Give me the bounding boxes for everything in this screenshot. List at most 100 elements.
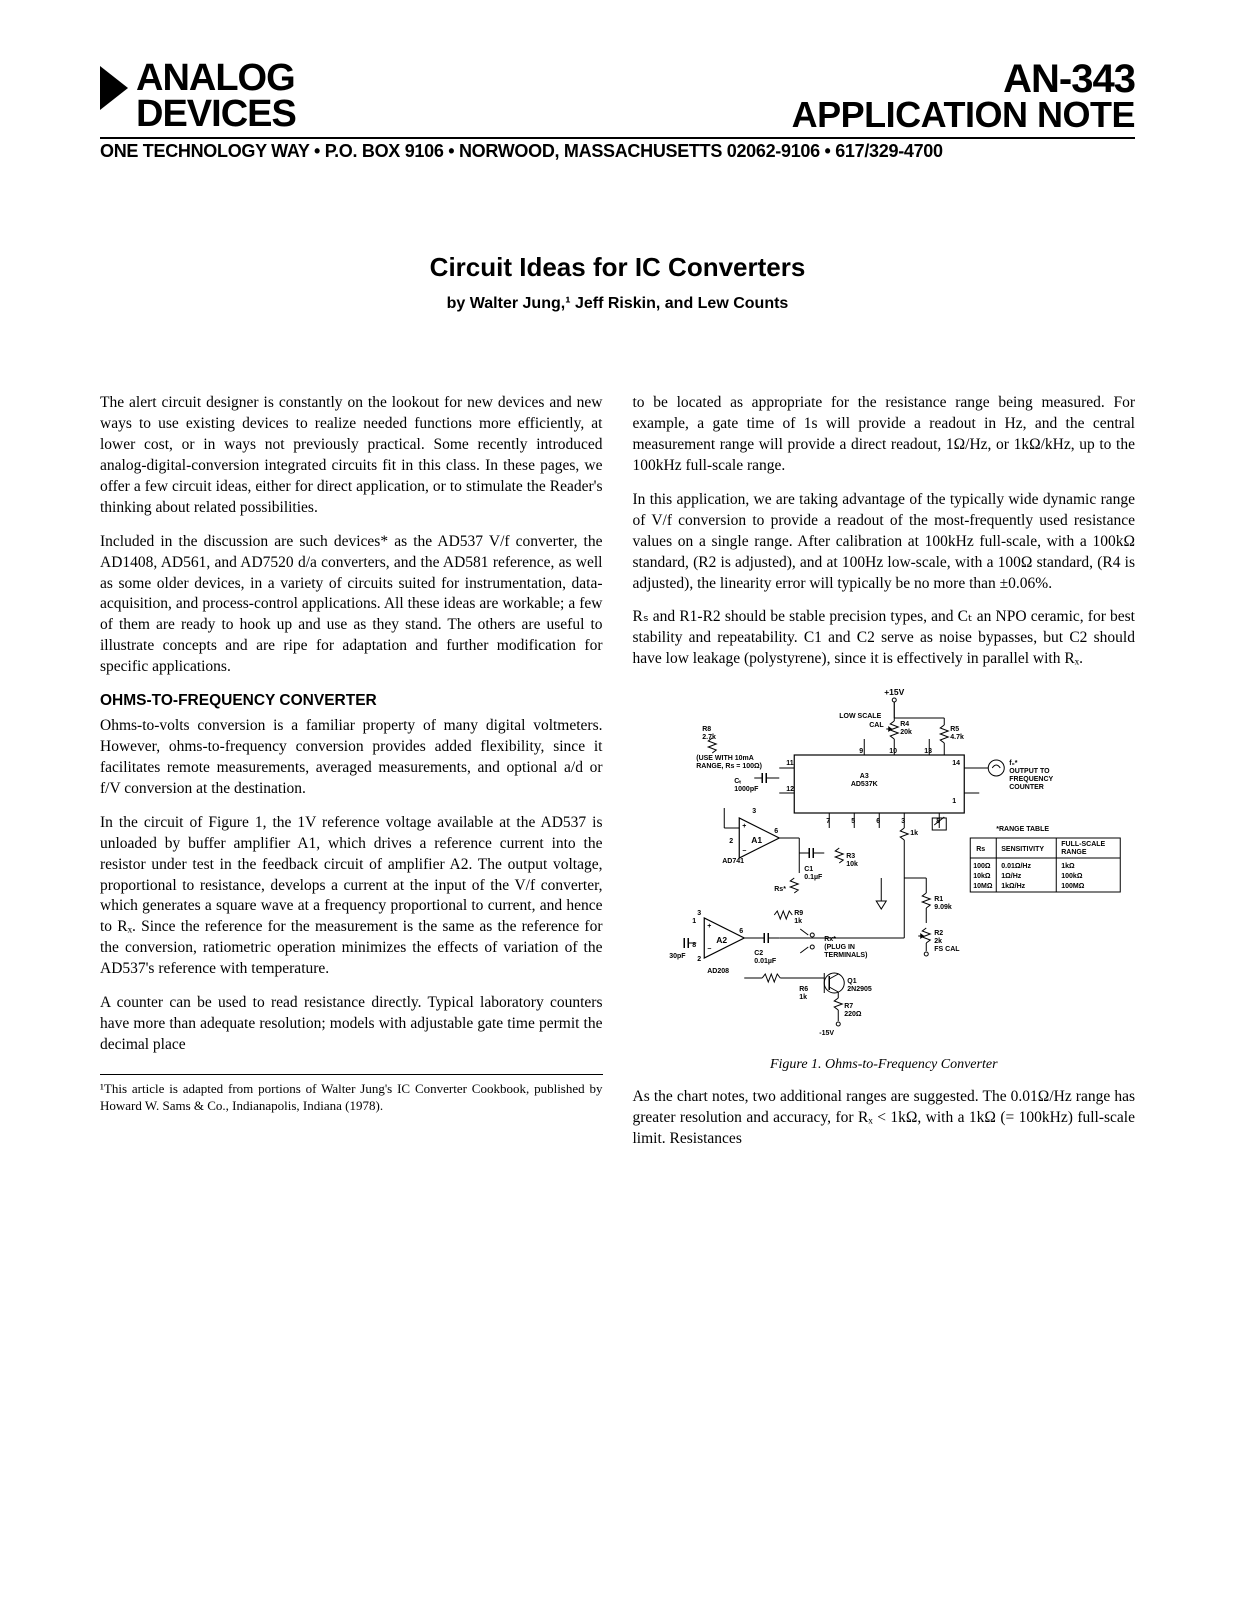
a2-pin3b: 3 <box>697 910 701 917</box>
pin-13: 13 <box>924 748 932 755</box>
a2-plus: + <box>707 923 711 930</box>
rt-r3-0: 10MΩ <box>973 883 993 890</box>
rt-r1-1: 0.01Ω/Hz <box>1001 863 1031 870</box>
byline: by Walter Jung,¹ Jeff Riskin, and Lew Co… <box>100 295 1135 313</box>
pulldown-resistor-icon <box>900 828 908 840</box>
label-r7: R7220Ω <box>844 1003 862 1018</box>
logo-triangle-icon <box>100 66 128 110</box>
footnote: ¹This article is adapted from portions o… <box>100 1074 603 1115</box>
label-supply-neg: -15V <box>819 1030 834 1037</box>
r3-resistor-icon <box>835 848 843 863</box>
header: ANALOG DEVICES AN-343 APPLICATION NOTE O… <box>100 60 1135 162</box>
r7-resistor-icon <box>834 998 842 1010</box>
para-intro-1: The alert circuit designer is constantly… <box>100 393 603 519</box>
label-a1: A1 <box>751 835 762 845</box>
pin-11: 11 <box>786 760 794 767</box>
header-top: ANALOG DEVICES AN-343 APPLICATION NOTE <box>100 60 1135 132</box>
rt-h-sens: SENSITIVITY <box>1001 846 1044 853</box>
doc-type: APPLICATION NOTE <box>792 98 1135 132</box>
para-intro-2: Included in the discussion are such devi… <box>100 532 603 678</box>
label-fs-cal: FS CAL <box>934 946 960 953</box>
rt-r1-2: 1kΩ <box>1061 863 1075 870</box>
label-c2: C20.01µF <box>754 950 777 965</box>
body-columns: The alert circuit designer is constantly… <box>100 393 1135 1163</box>
wiper-icon <box>888 726 892 732</box>
label-rx: Rx*(PLUG INTERMINALS) <box>824 936 867 959</box>
label-r5: R54.7k <box>950 726 964 741</box>
rs-resistor-icon <box>790 878 798 893</box>
label-a3: A3AD537K <box>850 773 877 788</box>
pin-3: 3 <box>901 818 905 825</box>
pin-14: 14 <box>952 760 960 767</box>
label-output: f₀*OUTPUT TOFREQUENCYCOUNTER <box>1009 760 1053 791</box>
a1-plus: + <box>742 823 746 830</box>
pin-12: 12 <box>786 786 794 793</box>
figure-1-caption: Figure 1. Ohms-to-Frequency Converter <box>633 1056 1136 1075</box>
label-cal: CAL <box>869 722 884 729</box>
rt-h-full: FULL-SCALERANGE <box>1061 841 1105 856</box>
a2-pin1b: 1 <box>692 918 696 925</box>
pin-5: 5 <box>851 818 855 825</box>
pin-7: 7 <box>826 818 830 825</box>
logo-line1: ANALOG <box>136 60 296 96</box>
rx-term2-icon <box>810 945 814 949</box>
logo-text: ANALOG DEVICES <box>136 60 296 132</box>
label-r2: R22k <box>934 930 943 945</box>
doc-id: AN-343 <box>792 60 1135 98</box>
para-right-1: to be located as appropriate for the res… <box>633 393 1136 477</box>
label-ct: Cₜ1000pF <box>734 778 759 793</box>
label-range-table: *RANGE TABLE <box>996 826 1049 833</box>
r1-resistor-icon <box>922 893 930 908</box>
doc-id-block: AN-343 APPLICATION NOTE <box>792 60 1135 132</box>
r4-resistor-icon <box>890 721 898 739</box>
a3-block-icon <box>794 755 964 813</box>
a1-pin2: 2 <box>729 838 733 845</box>
supply-node-icon <box>892 698 896 702</box>
a2-pin2b: 2 <box>697 956 701 963</box>
para-right-2: In this application, we are taking advan… <box>633 490 1136 595</box>
a2-pin6b: 6 <box>739 928 743 935</box>
label-r9: R91k <box>794 910 803 925</box>
gnd-triangle-icon <box>876 901 886 909</box>
label-c1: C10.1µF <box>804 866 823 881</box>
section-heading-ohms: OHMS-TO-FREQUENCY CONVERTER <box>100 691 603 712</box>
pin-4: 6 <box>876 818 880 825</box>
pin-1: 1 <box>952 798 956 805</box>
label-a1-part: AD741 <box>722 858 744 865</box>
label-q1: Q12N2905 <box>847 978 872 993</box>
a1-minus: − <box>742 848 746 855</box>
label-rs: Rs* <box>774 886 786 893</box>
label-a2-part: AD208 <box>707 968 729 975</box>
rt-r1-0: 100Ω <box>973 863 991 870</box>
label-r1: R19.09k <box>934 896 952 911</box>
figure-1: +15V LOW SCALE CAL R420k R54.7k R82.7k <box>633 683 1136 1075</box>
a1-pin3: 3 <box>752 808 756 815</box>
para-ohms-3: A counter can be used to read resistance… <box>100 993 603 1056</box>
label-r4: R420k <box>900 721 912 736</box>
rt-r2-0: 10kΩ <box>973 873 991 880</box>
rt-r2-1: 1Ω/Hz <box>1001 873 1022 880</box>
label-r3: R310k <box>846 853 858 868</box>
para-right-4: As the chart notes, two additional range… <box>633 1087 1136 1150</box>
label-low-scale: LOW SCALE <box>839 713 881 720</box>
article-title: Circuit Ideas for IC Converters <box>100 252 1135 283</box>
label-supply-pos: +15V <box>884 687 904 697</box>
para-ohms-1: Ohms-to-volts conversion is a familiar p… <box>100 716 603 800</box>
para-right-3: Rₛ and R1-R2 should be stable precision … <box>633 607 1136 670</box>
rt-h-rs: Rs <box>976 846 985 853</box>
rx-term1-icon <box>810 933 814 937</box>
r6-resistor-icon <box>762 974 780 982</box>
para-ohms-2: In the circuit of Figure 1, the 1V refer… <box>100 813 603 980</box>
r5-resistor-icon <box>940 725 948 743</box>
r2-wiper-icon <box>920 933 924 939</box>
r9-resistor-icon <box>774 911 792 919</box>
pin-9: 9 <box>859 748 863 755</box>
rt-r2-2: 100kΩ <box>1061 873 1083 880</box>
a1-pin6: 6 <box>774 828 778 835</box>
label-30pf: 30pF <box>669 953 686 960</box>
label-a2: A2 <box>716 935 727 945</box>
logo-line2: DEVICES <box>136 96 296 132</box>
column-left: The alert circuit designer is constantly… <box>100 393 603 1163</box>
label-r8-note: (USE WITH 10mARANGE, Rs = 100Ω) <box>696 755 762 770</box>
label-1k: 1k <box>910 830 918 837</box>
